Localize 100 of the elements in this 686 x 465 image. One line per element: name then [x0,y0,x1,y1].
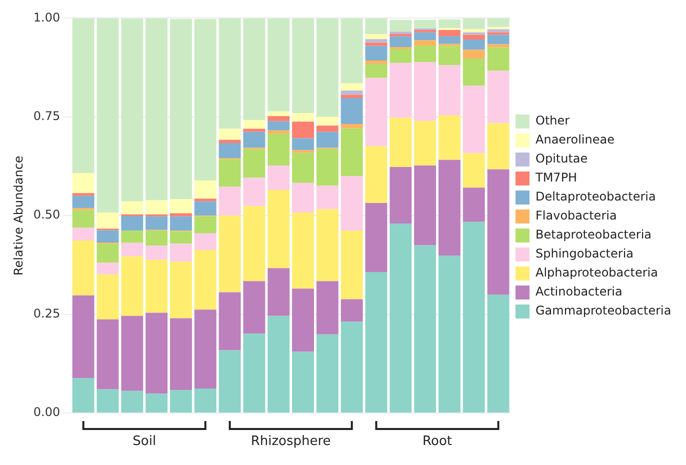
bar [487,26,510,30]
bar [316,281,338,334]
bar [243,120,266,129]
bar [194,198,216,202]
bar [243,178,266,206]
bar [292,152,314,183]
bar [121,230,144,243]
bar [268,190,290,268]
bar [390,118,412,168]
bar [96,274,119,320]
bar [268,165,290,190]
bar [194,310,216,389]
bar [390,223,412,412]
bar [462,58,485,86]
bar [438,46,460,66]
bar [121,216,144,231]
bar [414,165,436,246]
bar [170,318,192,390]
bar [487,294,510,412]
bar [316,18,338,117]
bar [268,268,290,316]
y-tick-label: 0.00 [33,405,60,420]
legend-label: Anaerolineae [536,132,614,147]
bar [390,48,412,63]
bar [194,388,216,412]
text: Soil [132,434,156,449]
bar [72,227,94,240]
bar [487,44,510,48]
bar [414,45,436,62]
bar [292,212,314,289]
bar [340,83,363,90]
bar [218,18,241,129]
bar [316,334,338,412]
y-tick-label: 0.25 [33,306,60,320]
bar [146,216,168,230]
bar [96,230,119,242]
legend-label: Gammaproteobacteria [536,304,672,318]
legend-label: Opitutae [536,152,588,166]
bar [316,209,338,282]
bar [243,281,266,334]
bar [96,262,119,274]
bar [121,256,144,316]
bar [414,120,436,166]
bar [340,18,363,84]
bar [218,140,241,143]
bar [72,18,94,173]
bar [243,149,266,178]
legend-label: Alphaproteobacteria [536,266,658,280]
legend-label: Deltaproteobacteria [536,190,656,204]
bar [170,244,192,262]
legend-label: TM7PH [534,170,578,185]
bar [194,180,216,199]
bar [316,148,338,186]
bar [170,262,192,318]
bar [414,62,436,121]
bar [365,42,388,46]
bar [438,255,460,412]
bar [365,46,388,60]
bar [218,128,241,140]
bar [243,18,266,120]
y-tick-label: 1.00 [33,10,60,24]
bar [292,150,314,153]
bar [243,334,266,412]
bar [340,230,363,300]
bar [72,295,94,378]
bar [72,210,94,228]
bar [365,146,388,203]
bar [146,394,168,412]
bar [365,202,388,272]
bar [218,216,241,292]
bar [414,40,436,46]
bar [243,128,266,132]
bar [194,233,216,250]
bar [414,32,436,40]
bar [414,20,436,28]
bar [316,116,338,126]
y-tick-label: 0.50 [33,208,60,222]
bar [340,299,363,322]
bar [438,115,460,160]
bar [121,316,144,391]
bar [438,36,460,44]
y-tick-label: 0.75 [33,109,60,124]
bar [390,62,412,118]
bar [146,260,168,313]
bar [170,18,192,200]
y-axis-title: Relative Abundance [11,156,26,276]
bar [268,130,290,134]
bar [218,292,241,350]
bar [462,18,485,30]
bar [218,186,241,216]
bar [462,86,485,154]
legend-label: Betaproteobacteria [536,228,652,242]
bar [96,212,119,229]
bar [72,172,94,194]
bar [340,90,363,95]
bar [121,18,144,202]
bar [487,34,510,44]
bar [340,94,363,98]
bar [218,159,241,187]
bar [170,216,192,231]
